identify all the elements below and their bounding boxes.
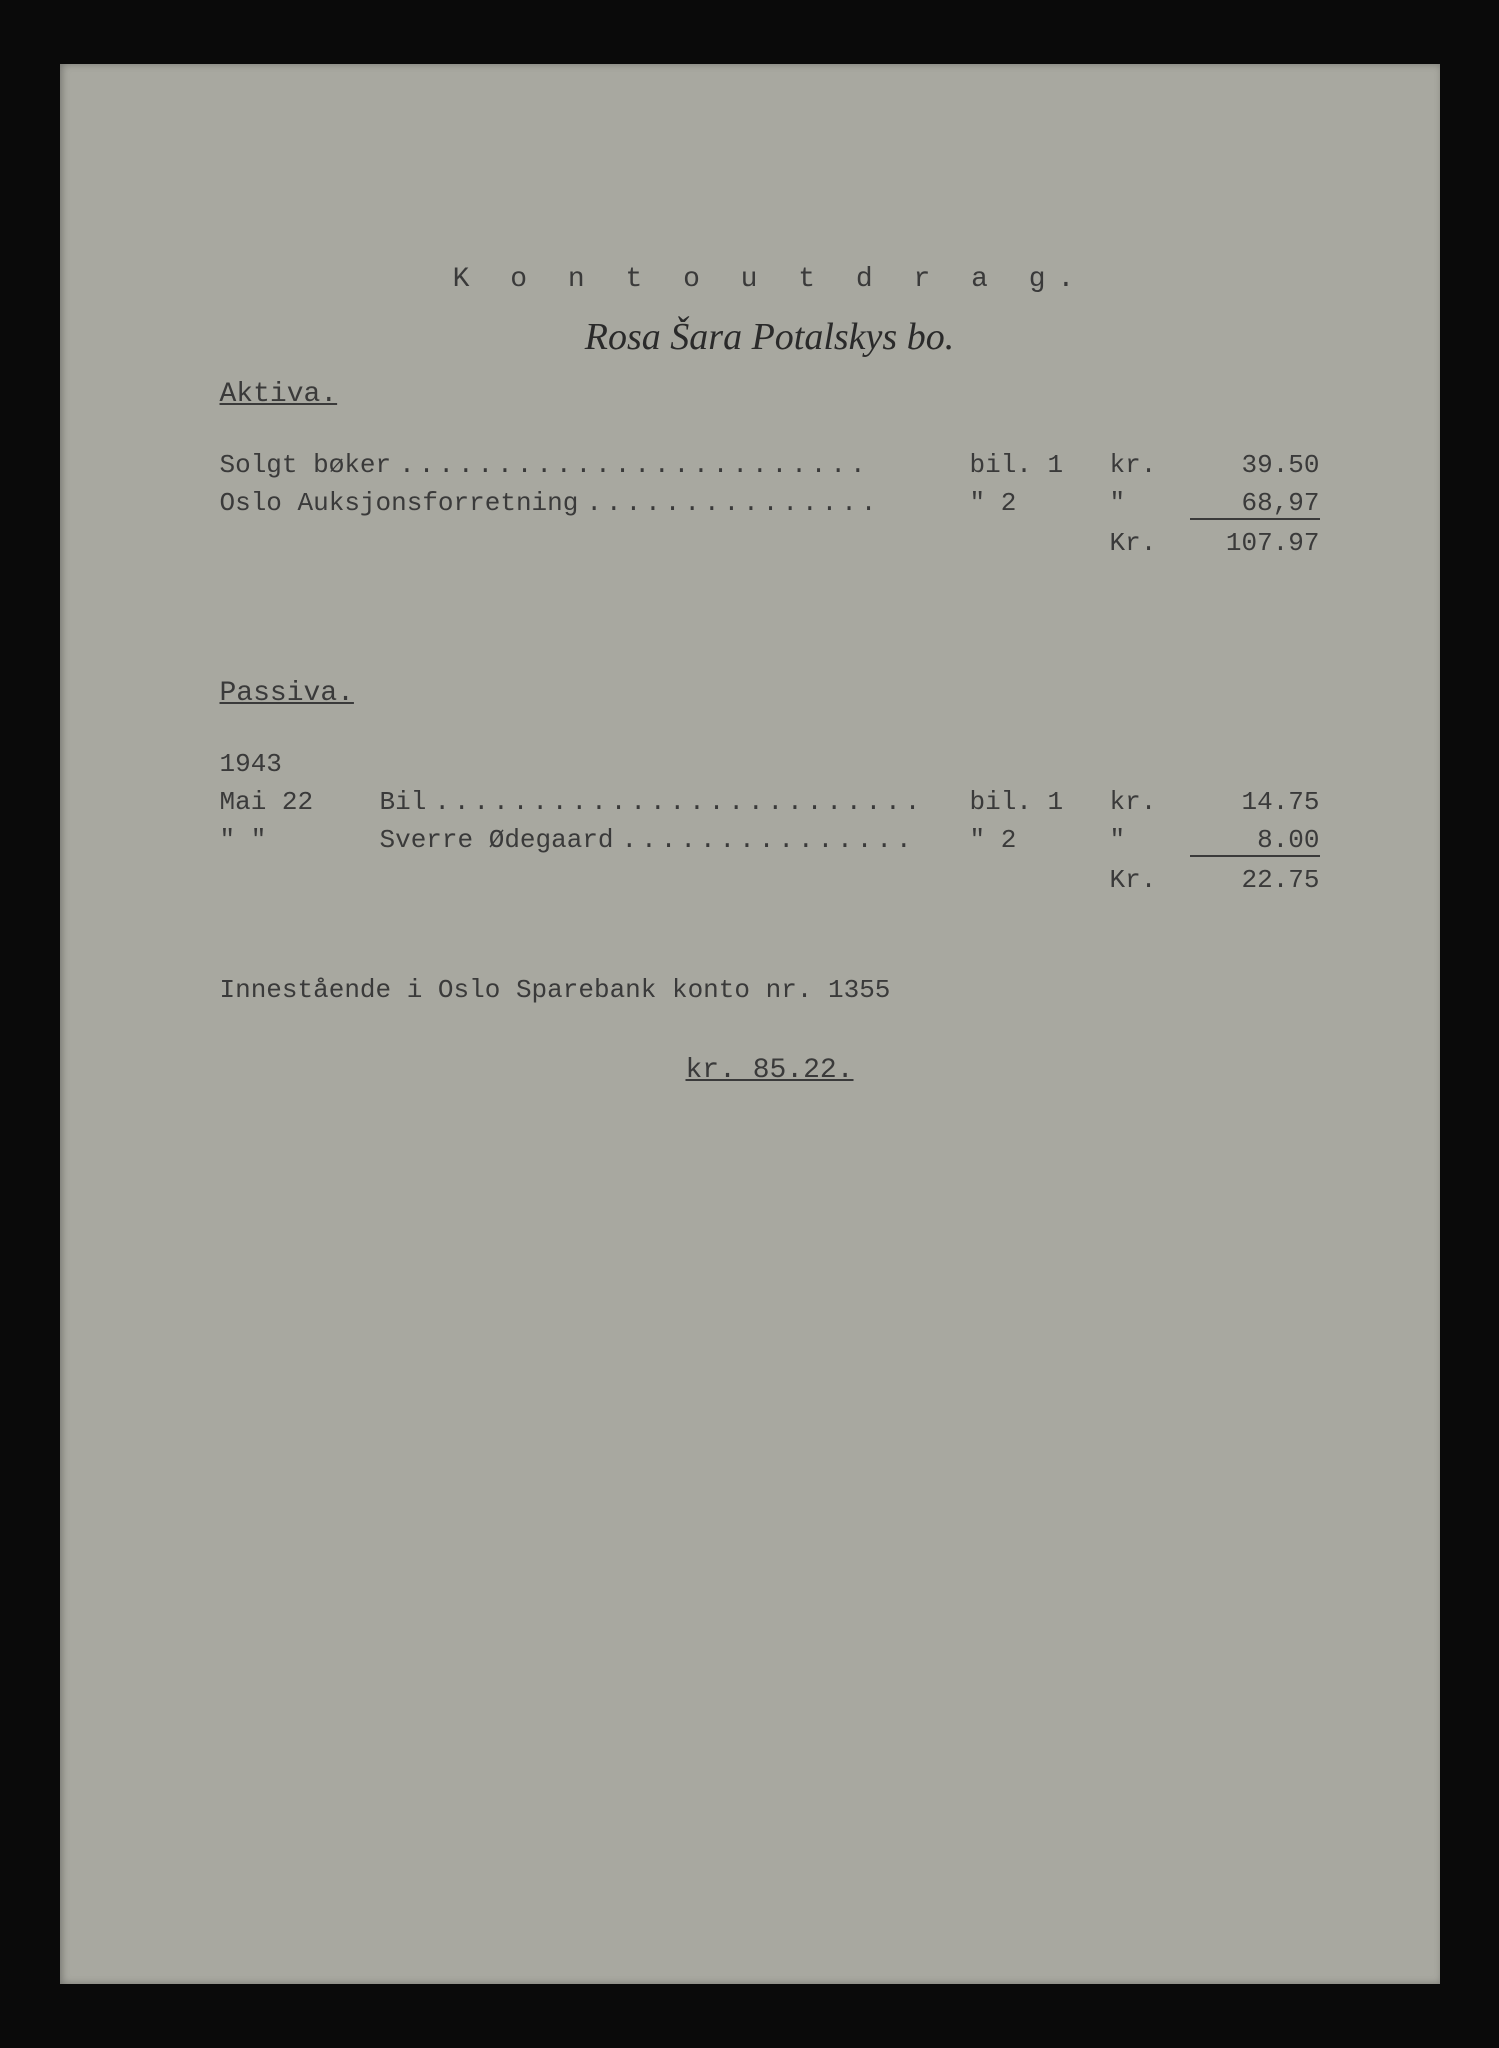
bil-ref: bil. 1 [970,450,1110,480]
amount: 39.50 [1190,450,1320,480]
total-currency: Kr. [1110,865,1190,895]
date: Mai 22 [220,787,380,817]
total-amount: 107.97 [1190,528,1320,558]
bil-ref: " 2 [970,488,1110,518]
bil-ref: bil. 1 [970,787,1110,817]
aktiva-row: Solgt bøker ........................ bil… [220,450,1320,480]
date: " " [220,825,380,855]
total-amount: 22.75 [1190,865,1320,895]
balance-amount: kr. 85.22. [220,1055,1320,1086]
currency: kr. [1110,787,1190,817]
aktiva-row: Oslo Auksjonsforretning ............... … [220,488,1320,520]
passiva-row: Mai 22 Bil ......................... bil… [220,787,1320,817]
leader-dots: ............... [578,488,969,518]
currency: kr. [1110,450,1190,480]
aktiva-header: Aktiva. [220,379,1320,410]
item-label: Sverre Ødegaard [380,825,614,855]
item-label: Bil [380,787,427,817]
bank-note: Innestående i Oslo Sparebank konto nr. 1… [220,975,1320,1005]
year: 1943 [220,749,1320,779]
passiva-row: " " Sverre Ødegaard ............... " 2 … [220,825,1320,857]
currency: " [1110,488,1190,518]
amount: 8.00 [1190,825,1320,857]
passiva-header: Passiva. [220,678,1320,709]
total-currency: Kr. [1110,528,1190,558]
item-label: Oslo Auksjonsforretning [220,488,579,518]
passiva-total: Kr. 22.75 [220,865,1320,895]
leader-dots: ......................... [426,787,969,817]
bil-ref: " 2 [970,825,1110,855]
amount: 14.75 [1190,787,1320,817]
amount: 68,97 [1190,488,1320,520]
leader-dots: ............... [614,825,970,855]
document-title: K o n t o u t d r a g. [220,264,1320,295]
document-page: K o n t o u t d r a g. Rosa Šara Potalsk… [60,64,1440,1984]
aktiva-total: Kr. 107.97 [220,528,1320,558]
currency: " [1110,825,1190,855]
item-label: Solgt bøker [220,450,392,480]
leader-dots: ........................ [391,450,969,480]
handwritten-name: Rosa Šara Potalskys bo. [220,315,1320,359]
